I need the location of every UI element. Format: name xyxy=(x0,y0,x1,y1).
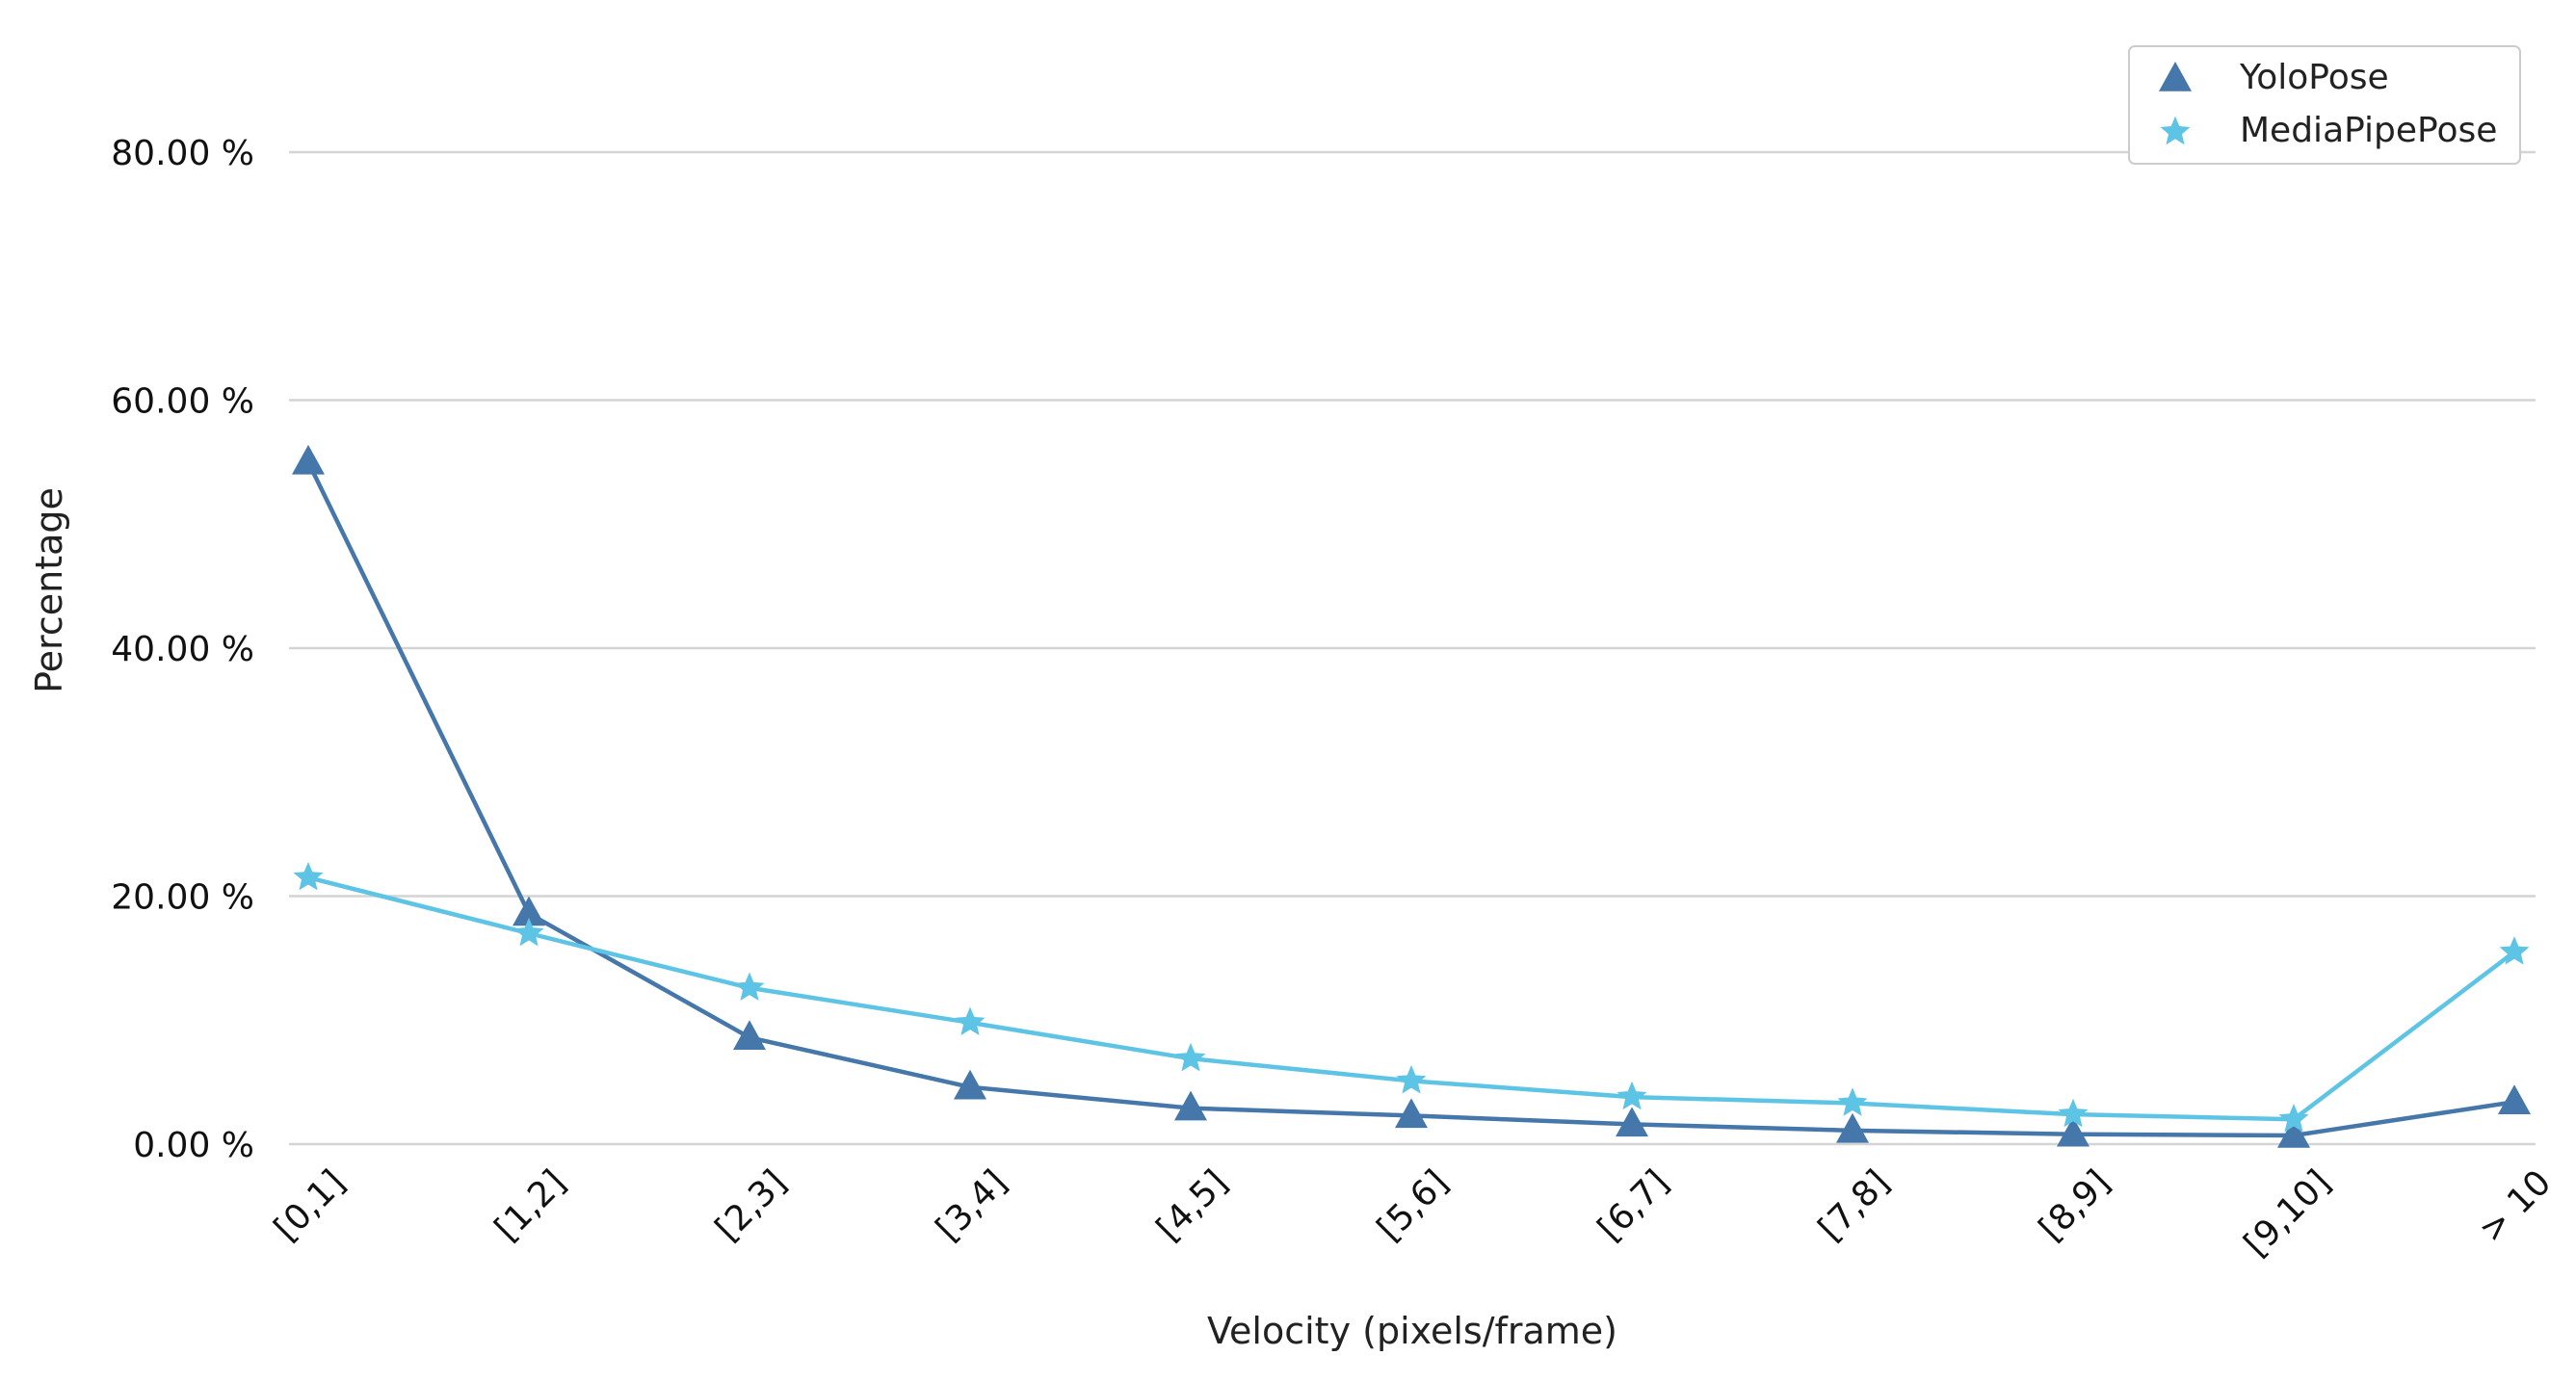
legend-label: MediaPipePose xyxy=(2240,111,2497,150)
y-tick-label: 80.00 % xyxy=(111,134,254,173)
y-axis-label: Percentage xyxy=(28,487,70,693)
legend-box xyxy=(2128,45,2521,165)
x-tick-label: [4,5] xyxy=(1149,1162,1235,1248)
data-point xyxy=(734,972,765,1001)
y-tick-label: 20.00 % xyxy=(111,878,254,918)
x-axis-label: Velocity (pixels/frame) xyxy=(1207,1310,1617,1352)
legend-marker xyxy=(2160,116,2191,145)
data-point xyxy=(1395,1098,1428,1129)
series-yolopose xyxy=(292,444,2531,1148)
data-point xyxy=(1617,1081,1647,1110)
x-tick-label: [0,1] xyxy=(267,1162,353,1248)
series-line xyxy=(305,460,2515,1138)
x-tick-label: [6,7] xyxy=(1590,1162,1676,1248)
data-point xyxy=(954,1069,986,1100)
series-group xyxy=(292,444,2531,1148)
x-tick-label: [5,6] xyxy=(1370,1162,1456,1248)
data-point xyxy=(292,444,325,475)
data-point xyxy=(1174,1090,1207,1121)
data-point xyxy=(1396,1065,1427,1094)
data-point xyxy=(733,1020,766,1051)
x-tick-label: [9,10] xyxy=(2237,1162,2339,1265)
data-point xyxy=(513,917,544,947)
y-tick-label: 0.00 % xyxy=(133,1126,254,1165)
data-point xyxy=(2278,1103,2309,1133)
data-point xyxy=(1175,1042,1206,1072)
y-axis-ticks: 0.00 % 20.00 % 40.00 % 60.00 % 80.00 % xyxy=(111,134,254,1165)
data-point xyxy=(2057,1116,2090,1147)
grid-lines xyxy=(289,150,2536,1146)
data-point xyxy=(2277,1117,2310,1148)
y-tick-label: 60.00 % xyxy=(111,382,254,422)
x-tick-label: [3,4] xyxy=(929,1162,1014,1248)
series-mediapipepose xyxy=(293,861,2530,1133)
x-tick-label: > 10 xyxy=(2472,1162,2560,1250)
x-tick-label: [1,2] xyxy=(487,1162,573,1248)
legend-items: YoloPose MediaPipePose xyxy=(2159,58,2497,150)
legend-label: YoloPose xyxy=(2239,58,2389,97)
data-point xyxy=(1836,1112,1869,1143)
x-tick-label: [2,3] xyxy=(708,1162,794,1248)
x-tick-label: [8,9] xyxy=(2032,1162,2117,1248)
legend: YoloPose MediaPipePose xyxy=(2128,45,2521,165)
data-point xyxy=(1616,1107,1648,1137)
data-point xyxy=(293,861,324,891)
data-point xyxy=(2499,936,2530,965)
legend-marker xyxy=(2159,61,2192,91)
x-axis-ticks: [0,1] [1,2] [2,3] [3,4] [4,5] [5,6] [6,7] [7,8]… xyxy=(267,1162,2559,1265)
data-point xyxy=(2058,1098,2089,1128)
data-point xyxy=(1837,1087,1868,1116)
x-tick-label: [7,8] xyxy=(1811,1162,1897,1248)
y-tick-label: 40.00 % xyxy=(111,630,254,669)
data-point xyxy=(2498,1084,2531,1114)
data-point xyxy=(955,1006,986,1036)
